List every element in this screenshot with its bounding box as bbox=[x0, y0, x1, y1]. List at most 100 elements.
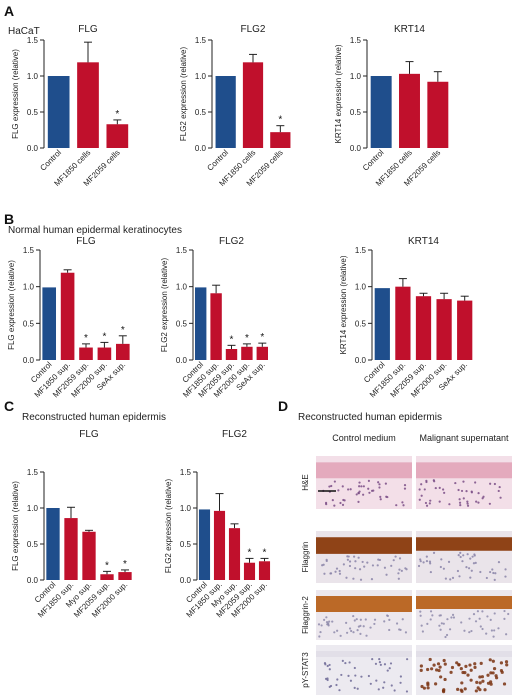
bar-myo-sup bbox=[228, 528, 241, 580]
significance-star: * bbox=[245, 333, 249, 344]
histology-grid: Control medium Malignant supernatant H&E Fi… bbox=[301, 433, 512, 695]
bar-mf2059-sup bbox=[79, 347, 93, 360]
bar-control bbox=[195, 287, 207, 360]
chart-c1: FLG 0.0 0.5 1.0 1.5 FLG expression (relative)… bbox=[11, 429, 132, 619]
chart-a3: KRT14 0.0 0.5 1.0 1.5 KRT14 expression (relat… bbox=[334, 24, 449, 188]
chart-a2: FLG2 0.0 0.5 1.0 1.5 FLG2 expression (relativ… bbox=[179, 24, 291, 188]
chart-title: FLG bbox=[76, 236, 96, 247]
y-tick-label: 0.5 bbox=[27, 540, 39, 549]
y-tick-label: 0.0 bbox=[180, 576, 192, 585]
histology-stain-band bbox=[316, 651, 412, 657]
significance-star: * bbox=[260, 332, 264, 343]
histology-nuclei bbox=[317, 614, 408, 638]
y-axis-label: KRT14 expression (relative) bbox=[334, 44, 343, 143]
histology-stain-band bbox=[316, 596, 412, 612]
y-tick-label: 0.5 bbox=[176, 319, 188, 328]
y-axis-label: KRT14 expression (relative) bbox=[339, 255, 348, 354]
y-tick-label: 0.5 bbox=[355, 319, 367, 328]
y-tick-label: 0.0 bbox=[23, 356, 35, 365]
bar-mf1850-sup bbox=[210, 293, 222, 360]
bar-mf2059-sup bbox=[225, 349, 238, 360]
bar-mf2059-cells bbox=[270, 132, 291, 148]
histology-image bbox=[416, 531, 512, 583]
y-tick-label: 0.0 bbox=[27, 576, 39, 585]
y-axis-label: FLG expression (relative) bbox=[7, 260, 16, 350]
histology-nuclei bbox=[323, 657, 409, 693]
y-tick-label: 0.5 bbox=[350, 108, 362, 117]
panel-subtitle-c: Reconstructed human epidermis bbox=[22, 412, 166, 423]
chart-title: KRT14 bbox=[394, 24, 425, 35]
bar-seax-sup bbox=[256, 346, 268, 360]
y-tick-label: 1.0 bbox=[350, 72, 362, 81]
chart-title: FLG2 bbox=[240, 24, 265, 35]
significance-star: * bbox=[121, 325, 125, 336]
bar-mf1850-sup bbox=[60, 272, 75, 360]
bar-control bbox=[370, 76, 392, 148]
panel-letter-b: B bbox=[4, 211, 14, 227]
histology-image bbox=[416, 645, 512, 695]
chart-title: FLG2 bbox=[219, 236, 244, 247]
bar-mf1850-sup bbox=[213, 510, 226, 580]
bar-mf2059-sup bbox=[100, 574, 114, 580]
chart-title: FLG bbox=[78, 24, 98, 35]
y-tick-label: 1.0 bbox=[27, 72, 39, 81]
histology-image bbox=[316, 531, 412, 583]
bar-mf1850-cells bbox=[77, 62, 99, 148]
histology-column-header: Malignant supernatant bbox=[419, 433, 509, 443]
y-tick-label: 0.0 bbox=[176, 356, 188, 365]
bar-mf1850-cells bbox=[242, 62, 264, 148]
significance-star: * bbox=[84, 333, 88, 344]
bar-mf1850-cells bbox=[399, 73, 420, 148]
y-tick-label: 1.0 bbox=[27, 504, 39, 513]
chart-c2: FLG2 0.0 0.5 1.0 1.5 FLG2 expression (relativ… bbox=[164, 429, 271, 619]
y-tick-label: 0.0 bbox=[27, 144, 39, 153]
y-tick-label: 1.0 bbox=[355, 283, 367, 292]
histology-image bbox=[316, 456, 412, 509]
y-tick-label: 1.0 bbox=[23, 283, 35, 292]
histology-row-label: H&E bbox=[301, 474, 310, 490]
histology-nuclei bbox=[417, 551, 507, 581]
histology-row-label: pY-STAT3 bbox=[301, 652, 310, 688]
significance-star: * bbox=[102, 331, 106, 342]
y-axis-label: FLG expression (relative) bbox=[11, 481, 20, 571]
chart-title: KRT14 bbox=[408, 236, 439, 247]
histology-stain-band bbox=[416, 651, 512, 657]
bar-seax-sup bbox=[115, 343, 130, 360]
y-tick-label: 1.5 bbox=[27, 36, 39, 45]
histology-nuclei bbox=[322, 479, 407, 507]
histology-image bbox=[316, 590, 412, 640]
category-label: Control bbox=[38, 148, 63, 173]
histology-nuclei bbox=[419, 657, 509, 694]
significance-star: * bbox=[230, 334, 234, 345]
chart-title: FLG bbox=[79, 429, 99, 440]
bar-control bbox=[198, 509, 211, 580]
chart-b1: FLG 0.0 0.5 1.0 1.5 FLG expression (relative)… bbox=[7, 236, 130, 399]
histology-row-label: Filaggrin bbox=[301, 542, 310, 573]
bar-mf2059-cells bbox=[106, 124, 129, 148]
bar-mf1850-sup bbox=[64, 518, 78, 580]
chart-title: FLG2 bbox=[222, 429, 247, 440]
chart-b3: KRT14 0.0 0.5 1.0 1.5 KRT14 expression (relat… bbox=[339, 236, 473, 399]
y-tick-label: 0.0 bbox=[195, 144, 207, 153]
significance-star: * bbox=[263, 547, 267, 558]
panel-subtitle-a: HaCaT bbox=[8, 26, 40, 37]
category-label: Control bbox=[205, 148, 230, 173]
chart-a1: FLG 0.0 0.5 1.0 1.5 FLG expression (relative)… bbox=[11, 24, 129, 188]
histology-nuclei bbox=[321, 555, 408, 581]
y-tick-label: 1.5 bbox=[176, 246, 188, 255]
bar-mf2059-sup bbox=[243, 562, 256, 580]
y-tick-label: 1.5 bbox=[195, 36, 207, 45]
histology-image bbox=[416, 590, 512, 640]
y-tick-label: 0.5 bbox=[27, 108, 39, 117]
y-axis-label: FLG2 expression (relative) bbox=[179, 47, 188, 142]
y-tick-label: 0.5 bbox=[180, 540, 192, 549]
significance-star: * bbox=[105, 560, 109, 571]
significance-star: * bbox=[115, 109, 119, 120]
histology-nuclei bbox=[418, 479, 502, 507]
chart-b2: FLG2 0.0 0.5 1.0 1.5 FLG2 expression (relativ… bbox=[160, 236, 268, 399]
bar-control bbox=[42, 287, 57, 360]
significance-star: * bbox=[278, 115, 282, 126]
y-tick-label: 1.5 bbox=[27, 468, 39, 477]
panel-subtitle-d: Reconstructed human epidermis bbox=[298, 412, 442, 423]
histology-stain-band bbox=[316, 537, 412, 554]
